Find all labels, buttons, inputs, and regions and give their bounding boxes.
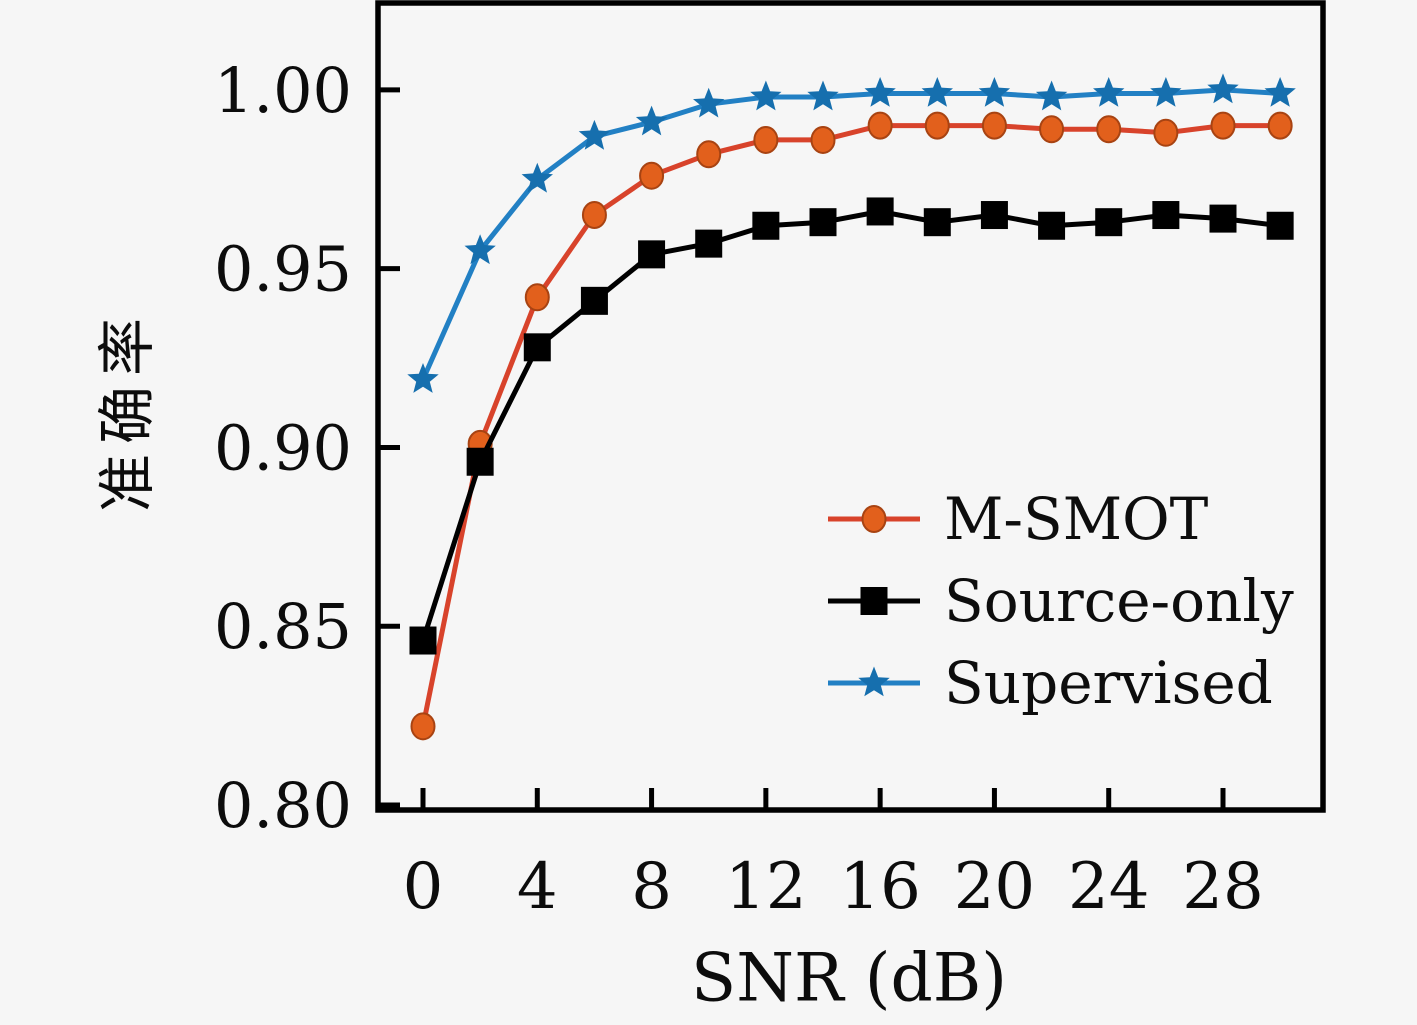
data-point-marker	[864, 77, 896, 107]
series-line-source-only	[420, 209, 1283, 643]
legend-glyph-source-only	[828, 586, 920, 615]
axes-frame	[375, 0, 1326, 813]
data-point-marker	[523, 333, 551, 362]
data-point-marker	[639, 161, 665, 190]
x-tick-label: 4	[517, 850, 558, 924]
legend-marker	[860, 586, 888, 615]
x-tick-label: 24	[1068, 850, 1149, 924]
data-point-marker	[1038, 211, 1066, 240]
data-point-marker	[580, 286, 608, 315]
legend-label-supervised: Supervised	[944, 648, 1273, 717]
data-point-marker	[981, 111, 1007, 140]
data-point-marker	[866, 197, 894, 226]
legend: M-SMOT Source-only Supervised	[828, 486, 1294, 715]
data-point-marker	[695, 229, 723, 258]
data-point-marker	[924, 111, 950, 140]
data-point-marker	[578, 119, 611, 150]
data-point-marker	[410, 712, 436, 741]
x-tick-label: 28	[1182, 850, 1263, 924]
data-point-marker	[807, 80, 839, 111]
data-point-marker	[1267, 111, 1293, 140]
legend-item-source-only: Source-only	[828, 568, 1294, 633]
y-tick-label: 1.00	[214, 54, 352, 127]
data-point-marker	[867, 111, 893, 140]
x-tick-label: 20	[954, 850, 1035, 924]
data-point-marker	[1153, 118, 1179, 147]
y-tick-label: 0.90	[214, 411, 352, 484]
data-point-marker	[1210, 111, 1236, 140]
data-point-marker	[524, 283, 550, 312]
x-tick-label: 12	[725, 850, 806, 924]
legend-item-supervised: Supervised	[828, 650, 1294, 715]
x-tick-label: 8	[631, 850, 672, 924]
data-point-marker	[407, 363, 439, 393]
data-point-marker	[809, 208, 837, 237]
data-point-marker	[1035, 80, 1068, 111]
series-line-supervised	[420, 87, 1283, 382]
data-point-marker	[464, 234, 496, 265]
series-line-m-smot	[420, 123, 1283, 729]
data-point-marker	[1093, 77, 1125, 107]
data-point-marker	[1266, 211, 1294, 240]
x-axis-label: SNR (dB)	[691, 939, 1007, 1017]
data-point-marker	[1209, 204, 1237, 233]
data-point-marker	[978, 77, 1011, 107]
legend-marker	[861, 504, 887, 533]
data-point-marker	[1152, 201, 1180, 230]
data-point-marker	[1095, 208, 1123, 237]
data-point-marker	[1207, 73, 1239, 104]
data-point-marker	[521, 162, 553, 193]
data-point-marker	[696, 140, 722, 169]
data-point-marker	[753, 125, 779, 154]
data-point-marker	[409, 626, 437, 655]
y-tick-label: 0.85	[214, 590, 352, 663]
data-point-marker	[1264, 77, 1296, 107]
data-point-marker	[810, 125, 836, 154]
y-tick-label: 0.95	[214, 233, 352, 306]
data-point-marker	[466, 447, 494, 476]
data-point-marker	[638, 240, 666, 269]
data-point-marker	[921, 77, 953, 107]
data-point-marker	[752, 211, 780, 240]
data-point-marker	[923, 208, 951, 237]
y-axis-label: 准确率	[93, 307, 161, 513]
x-tick-label: 0	[403, 850, 444, 924]
data-point-marker	[635, 105, 668, 136]
data-point-marker	[1096, 115, 1122, 144]
data-point-marker	[980, 201, 1008, 230]
legend-glyph-m-smot	[828, 504, 920, 533]
data-point-marker	[1150, 77, 1182, 107]
data-point-marker	[750, 80, 782, 111]
data-point-marker	[581, 201, 607, 230]
legend-label-m-smot: M-SMOT	[944, 484, 1209, 553]
data-point-marker	[1039, 115, 1065, 144]
x-tick-label: 16	[839, 850, 920, 924]
legend-marker	[858, 666, 890, 696]
legend-label-source-only: Source-only	[944, 566, 1294, 635]
y-tick-label: 0.80	[214, 769, 352, 842]
legend-glyph-supervised	[828, 666, 920, 696]
data-point-marker	[693, 87, 725, 118]
legend-item-m-smot: M-SMOT	[828, 486, 1294, 551]
